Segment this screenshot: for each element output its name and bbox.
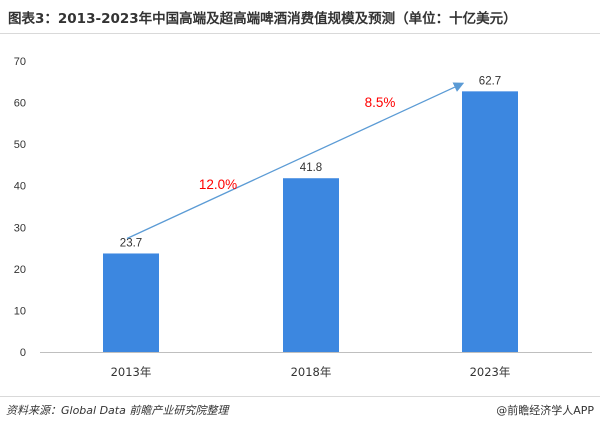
data-label: 62.7	[479, 75, 501, 87]
y-tick-label: 10	[14, 305, 26, 317]
y-tick-label: 60	[14, 98, 26, 110]
data-label: 41.8	[300, 162, 322, 174]
bar-chart: 0 10 20 30 40 50 60 70 23.7 2013年 41.8 2018年 62.7 202…	[14, 56, 592, 379]
growth-rate-label: 8.5%	[365, 95, 396, 110]
y-tick-label: 0	[20, 347, 26, 359]
bar	[462, 91, 518, 353]
title-divider	[0, 33, 600, 34]
category-label: 2013年	[111, 365, 152, 379]
trend-arrow	[126, 82, 465, 240]
data-label: 23.7	[120, 237, 142, 249]
bar	[283, 178, 339, 352]
footer-divider	[0, 396, 600, 397]
chart-title: 图表3：2013-2023年中国高端及超高端啤酒消费值规模及预测（单位：十亿美元…	[8, 11, 517, 27]
category-label: 2018年	[291, 365, 332, 379]
y-tick-label: 30	[14, 222, 26, 234]
y-tick-label: 20	[14, 264, 26, 276]
y-tick-label: 70	[14, 56, 26, 68]
bar	[103, 253, 159, 352]
growth-rate-label: 12.0%	[199, 177, 237, 192]
category-label: 2023年	[470, 365, 511, 379]
y-tick-label: 40	[14, 181, 26, 193]
brand-credit: @前瞻经济学人APP	[496, 404, 594, 417]
y-tick-label: 50	[14, 139, 26, 151]
source-note: 资料来源：Global Data 前瞻产业研究院整理	[6, 404, 229, 417]
